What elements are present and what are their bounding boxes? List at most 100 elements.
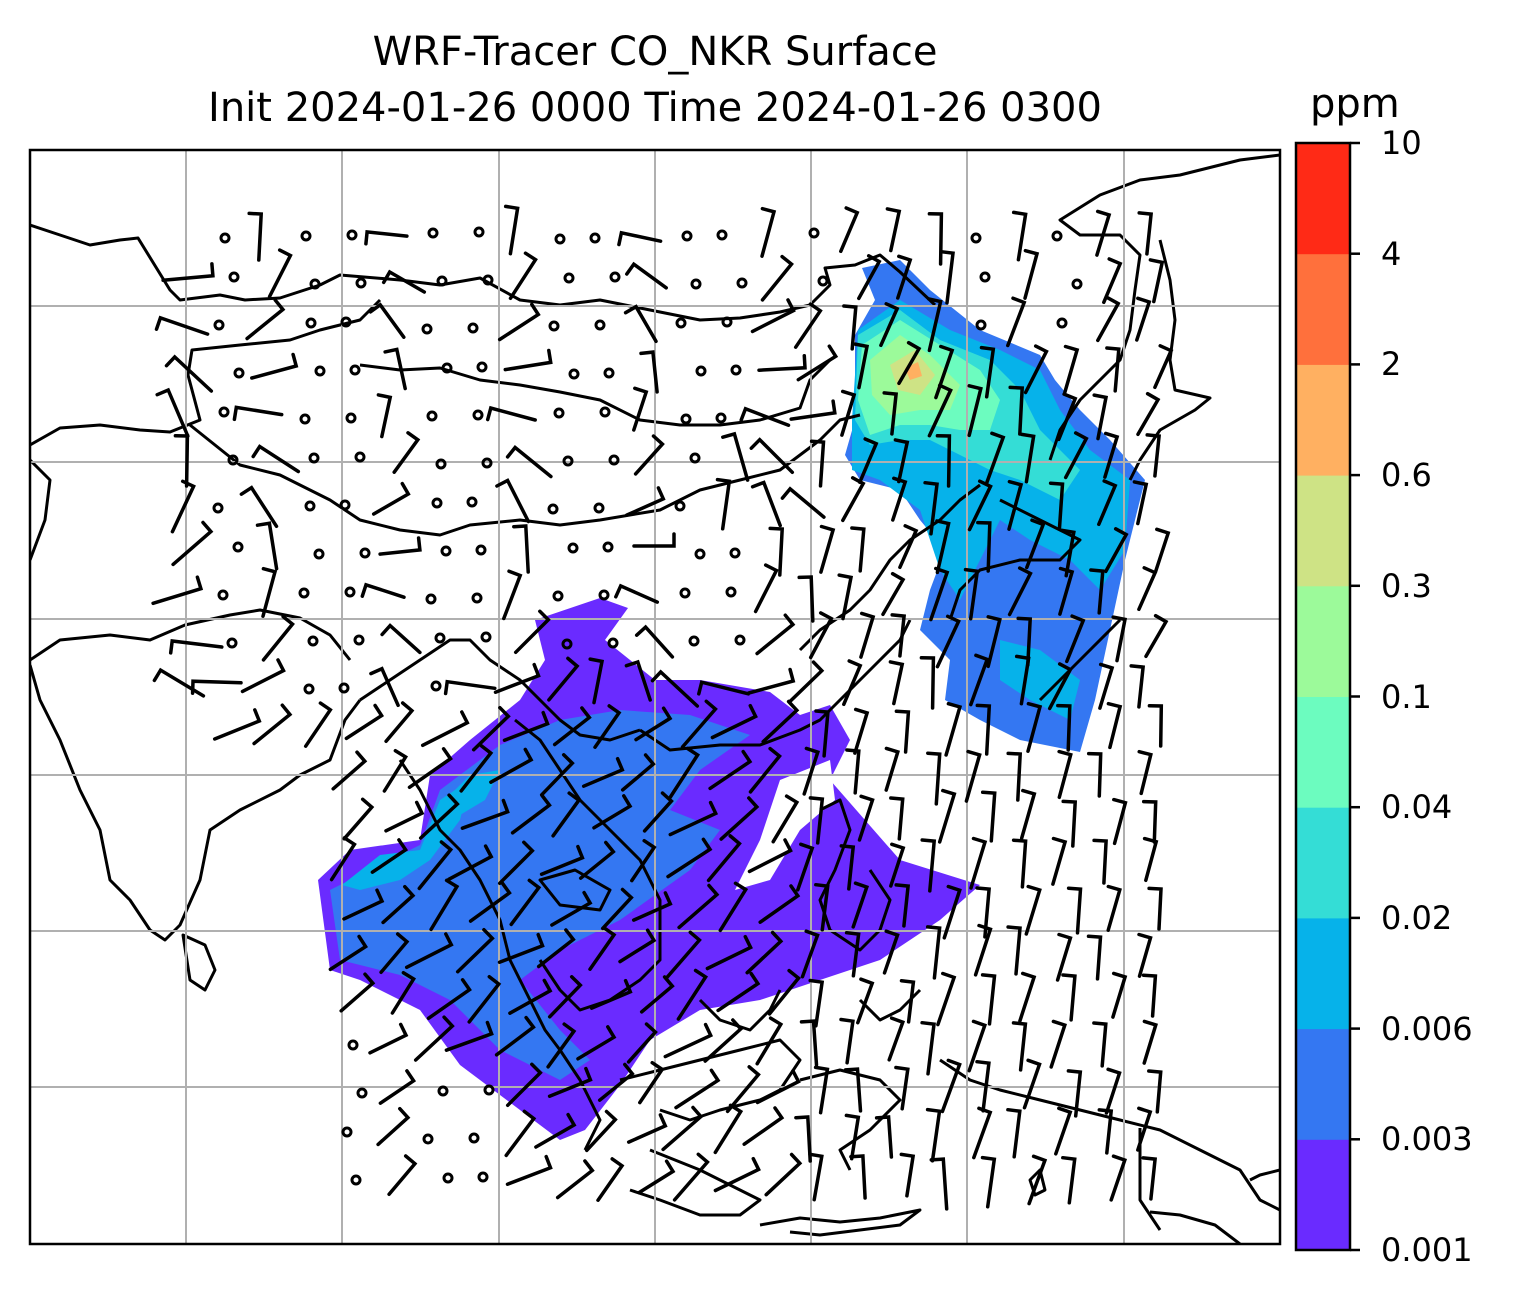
wind-barb (550, 890, 593, 927)
wind-barb (859, 611, 876, 659)
wind-barb-calm (602, 541, 614, 553)
wind-barb (547, 1066, 593, 1098)
wind-barb (1147, 886, 1163, 931)
wind-barb (853, 342, 870, 390)
wind-barb (1006, 296, 1027, 348)
wind-barb (495, 478, 531, 524)
wind-barb (760, 206, 777, 258)
wind-barb-calm (607, 637, 619, 649)
wind-barb (444, 1020, 494, 1052)
wind-barb (1006, 925, 1022, 976)
wind-barb (1137, 932, 1153, 978)
wind-barb (1054, 1106, 1073, 1156)
wind-barb-calm (299, 413, 311, 425)
wind-barb-calm (355, 277, 367, 289)
wind-barb (1051, 836, 1068, 886)
wind-barb (813, 1065, 830, 1115)
wind-barb-calm (476, 361, 488, 373)
wind-barb (588, 926, 617, 971)
wind-barb (927, 383, 953, 438)
wind-barb (973, 923, 993, 977)
wind-barb (617, 230, 663, 247)
wind-barb (509, 878, 542, 927)
wind-barb (494, 1015, 536, 1057)
wind-barb (455, 927, 495, 974)
wind-barb (761, 699, 800, 744)
wind-barb-calm (218, 406, 230, 418)
wind-barb (1145, 433, 1162, 478)
wind-barb-calm (354, 451, 366, 463)
wind-barb (593, 704, 622, 749)
wind-barb (1060, 528, 1076, 578)
wind-barb-calm (970, 232, 982, 244)
wind-barb (898, 524, 919, 570)
wind-barb (842, 659, 863, 707)
wind-barb-calm (481, 457, 493, 469)
wind-barb-calm (227, 454, 239, 466)
colorbar-tick-label: 0.04 (1381, 788, 1453, 827)
wind-barb (857, 254, 882, 301)
colorbar-tick-label: 0.3 (1381, 566, 1432, 605)
wind-barb (460, 798, 510, 830)
wind-barb-calm (689, 452, 701, 464)
colorbar-segment (1296, 1139, 1350, 1251)
wind-barb (851, 881, 870, 929)
wind-barb (1056, 703, 1072, 752)
wind-barb (742, 1106, 785, 1146)
wind-barb (713, 1103, 744, 1155)
wind-barb (1144, 613, 1169, 659)
wind-barb (894, 883, 911, 928)
wind-barb-calm (472, 409, 484, 421)
wind-barb (1026, 701, 1043, 753)
wind-barb (926, 751, 942, 806)
wind-barb-calm (721, 316, 733, 328)
wind-barb (666, 837, 713, 879)
wind-barb (936, 971, 957, 1027)
wind-barb-calm (975, 319, 987, 331)
wind-barb (760, 254, 794, 302)
wind-barb (447, 844, 494, 882)
wind-barb (1063, 431, 1089, 480)
wind-barb (404, 932, 454, 970)
wind-barb (796, 344, 839, 382)
wind-barb (1103, 431, 1120, 479)
wind-barb (897, 340, 922, 386)
wind-barb-calm (567, 542, 579, 554)
wind-barb (710, 703, 758, 740)
wind-barb (379, 932, 410, 975)
wind-barb (247, 211, 264, 262)
wind-barb (799, 1019, 819, 1067)
wind-barb (1111, 971, 1128, 1019)
colorbar-segment (1296, 253, 1350, 365)
wind-barb (797, 575, 815, 623)
wind-barb (512, 524, 530, 574)
wind-barb (672, 1152, 710, 1202)
wind-barb (920, 838, 937, 893)
wind-barb (925, 1107, 942, 1163)
wind-barb (967, 479, 993, 532)
wind-barb (624, 659, 652, 702)
wind-barb (584, 1109, 618, 1153)
wind-barb (329, 836, 357, 882)
wind-barb (418, 793, 460, 840)
wind-barb (716, 971, 761, 1013)
wind-barb (719, 796, 760, 841)
wind-barb (808, 1152, 824, 1202)
wind-barb-calm (421, 323, 433, 335)
wind-barb (620, 753, 656, 792)
wind-barb-calm (483, 1084, 495, 1096)
wind-barb (796, 842, 815, 892)
colorbar (1294, 141, 1360, 1252)
wind-barb (632, 386, 649, 432)
wind-barb (839, 206, 860, 254)
wind-barb (882, 929, 900, 975)
wind-barb (849, 1154, 867, 1200)
wind-barb (1096, 296, 1121, 343)
wind-barb-calm (681, 230, 693, 242)
wind-barb (1102, 257, 1123, 305)
wind-barb (894, 709, 911, 754)
wind-barb (1111, 615, 1128, 663)
wind-barb (384, 800, 425, 833)
wind-barb (1019, 432, 1036, 484)
wind-barb (380, 623, 422, 655)
